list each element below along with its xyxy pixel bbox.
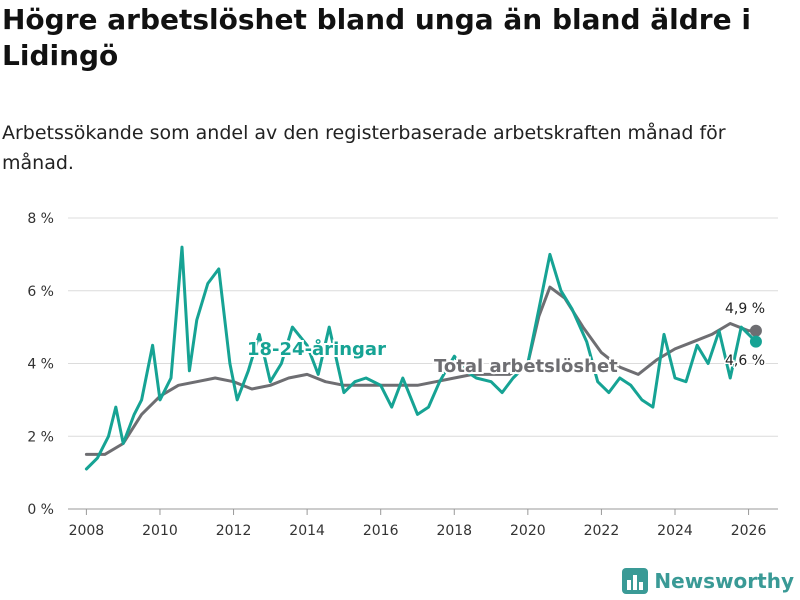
series-label-total: Total arbetslöshet — [434, 356, 618, 377]
x-tick-label: 2016 — [363, 523, 399, 539]
x-tick-label: 2018 — [436, 523, 472, 539]
y-tick-label: 0 % — [27, 502, 54, 518]
y-tick-label: 8 % — [27, 211, 54, 227]
end-point-total — [749, 324, 762, 337]
series-label-youth: 18-24-åringar — [247, 338, 386, 360]
series-line-total — [84, 285, 758, 456]
x-tick-label: 2020 — [510, 523, 546, 539]
x-tick-label: 2014 — [289, 523, 325, 539]
bar-chart-icon — [622, 568, 649, 594]
x-tick-label: 2012 — [216, 523, 252, 539]
end-point-youth — [749, 335, 762, 348]
x-tick-label: 2022 — [584, 523, 620, 539]
series-line-youth — [84, 245, 758, 471]
x-tick-label: 2008 — [69, 523, 105, 539]
brand-logo: Newsworthy — [622, 568, 794, 594]
end-value-label-youth: 4,6 % — [725, 353, 765, 369]
x-tick-label: 2024 — [657, 523, 693, 539]
end-value-label-total: 4,9 % — [725, 301, 765, 317]
brand-name: Newsworthy — [654, 569, 794, 593]
x-tick-label: 2026 — [731, 523, 767, 539]
page-title: Högre arbetslöshet bland unga än bland ä… — [2, 3, 751, 72]
y-tick-label: 4 % — [27, 357, 54, 373]
y-tick-label: 6 % — [27, 284, 54, 300]
x-tick-label: 2010 — [142, 523, 178, 539]
page-subtitle: Arbetssökande som andel av den registerb… — [2, 122, 726, 174]
y-tick-label: 2 % — [27, 429, 54, 445]
